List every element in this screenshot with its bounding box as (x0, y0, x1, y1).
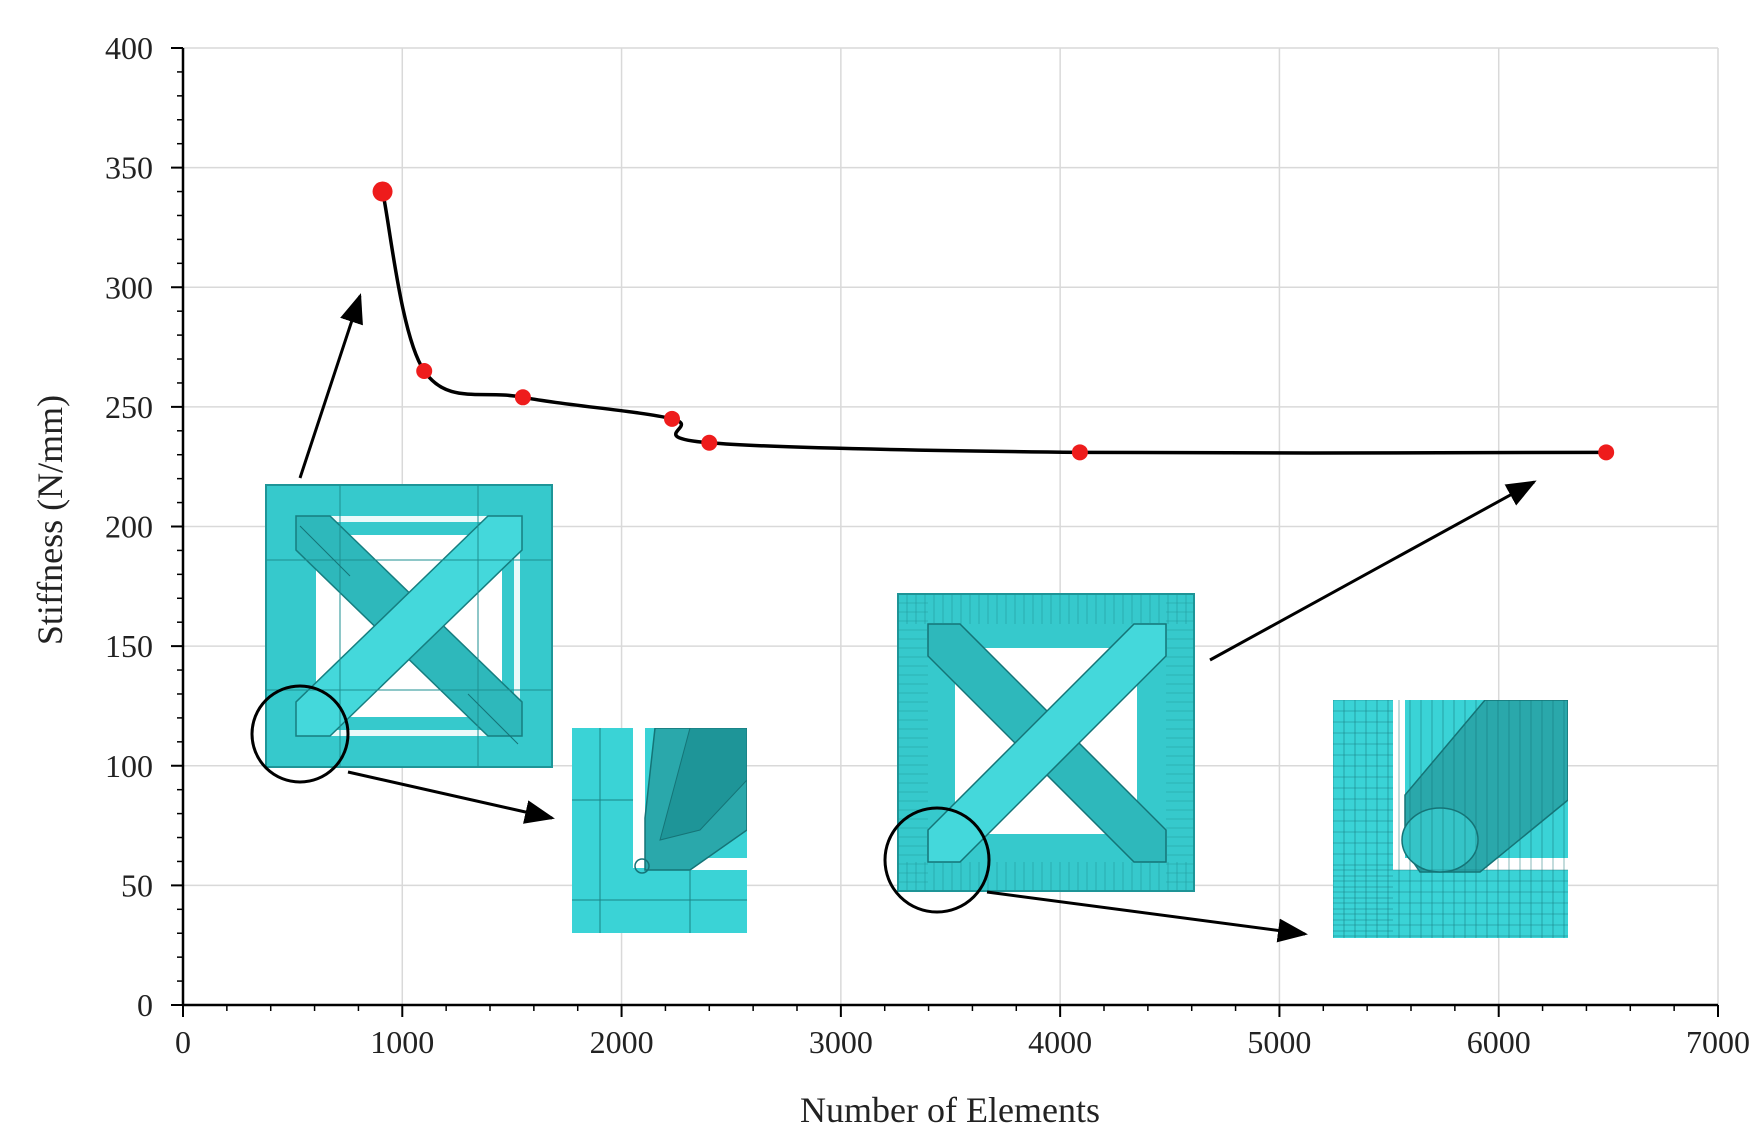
tick-labels: 0 1000 2000 3000 4000 5000 6000 7000 0 50 100 150 20… (105, 30, 1750, 1060)
coarse-corner-callout-circle (250, 684, 350, 784)
x-tick-label-6000: 6000 (1467, 1024, 1531, 1060)
data-points (372, 181, 1615, 461)
x-tick-label-0: 0 (175, 1024, 191, 1060)
x-tick-label-7000: 7000 (1686, 1024, 1750, 1060)
y-axis-title: Stiffness (N/mm) (30, 395, 70, 645)
x-tick-label-1000: 1000 (370, 1024, 434, 1060)
x-tick-label-3000: 3000 (809, 1024, 873, 1060)
data-point-1550 (514, 389, 531, 406)
arrow-fine-corner-to-detail (986, 890, 1308, 943)
data-point-2400 (701, 434, 718, 451)
y-tick-label-100: 100 (105, 748, 153, 784)
x-tick-label-2000: 2000 (590, 1024, 654, 1060)
fine-corner-detail-inset (1333, 700, 1568, 938)
x-tick-label-4000: 4000 (1028, 1024, 1092, 1060)
arrow-coarse-corner-to-detail (347, 770, 555, 824)
y-tick-label-50: 50 (121, 867, 153, 903)
data-point-2230 (664, 410, 681, 427)
stiffness-curve (380, 191, 1607, 455)
y-tick-label-0: 0 (137, 987, 153, 1023)
arrow-fine-cell-to-curve (1209, 480, 1537, 662)
arrow-coarse-cell-to-curve (298, 293, 363, 479)
x-tick-label-5000: 5000 (1247, 1024, 1311, 1060)
y-tick-label-350: 350 (105, 150, 153, 186)
coarse-corner-detail-inset (572, 728, 747, 933)
y-tick-label-150: 150 (105, 628, 153, 664)
data-point-910 (372, 181, 393, 202)
data-point-6490 (1598, 444, 1615, 461)
y-tick-label-400: 400 (105, 30, 153, 66)
fine-mesh-cell-inset (897, 593, 1195, 892)
coarse-mesh-cell-inset (265, 484, 553, 768)
y-tick-label-300: 300 (105, 269, 153, 305)
y-tick-label-200: 200 (105, 509, 153, 545)
data-point-4090 (1071, 444, 1088, 461)
y-tick-label-250: 250 (105, 389, 153, 425)
data-point-1100 (416, 362, 433, 379)
fine-corner-callout-circle (883, 806, 991, 914)
axes (171, 47, 1719, 1017)
x-axis-title: Number of Elements (800, 1090, 1100, 1130)
